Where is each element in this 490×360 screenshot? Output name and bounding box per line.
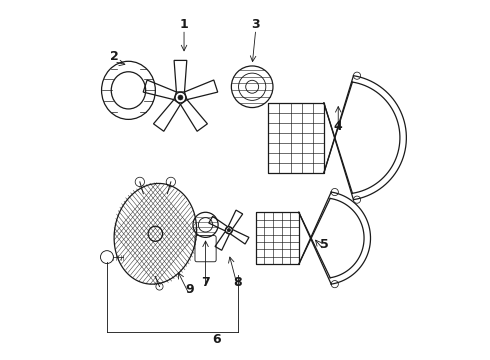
Bar: [256, 212, 299, 264]
Circle shape: [227, 229, 230, 232]
Text: 4: 4: [334, 120, 343, 133]
Text: 2: 2: [110, 50, 119, 63]
Bar: [269, 103, 324, 173]
Text: 1: 1: [180, 18, 189, 31]
Text: 7: 7: [201, 276, 210, 289]
Circle shape: [178, 95, 183, 100]
Text: 3: 3: [251, 18, 260, 31]
Text: 8: 8: [234, 276, 242, 289]
Text: 5: 5: [319, 238, 328, 251]
Text: 9: 9: [185, 283, 194, 296]
Text: 6: 6: [212, 333, 220, 346]
